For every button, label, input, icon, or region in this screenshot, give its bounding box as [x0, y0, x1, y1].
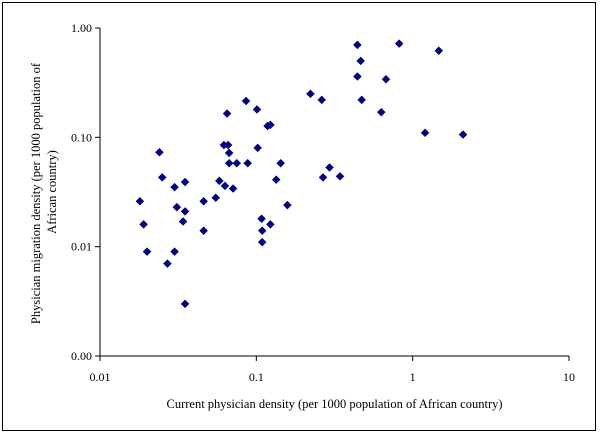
- data-point: [157, 173, 167, 182]
- data-point: [135, 196, 145, 206]
- data-point: [257, 237, 267, 247]
- data-point: [335, 171, 345, 181]
- data-point: [241, 96, 251, 106]
- data-point: [214, 176, 224, 186]
- data-point: [199, 226, 208, 236]
- data-point: [142, 247, 152, 257]
- data-point: [178, 217, 188, 226]
- data-point: [232, 158, 242, 168]
- x-tick-label: 0.1: [249, 370, 264, 384]
- data-point: [266, 219, 275, 229]
- data-point: [257, 226, 267, 236]
- x-tick-label: 1: [410, 370, 416, 384]
- data-point: [276, 158, 285, 168]
- data-point: [271, 175, 281, 185]
- data-point: [325, 163, 334, 172]
- data-point: [318, 173, 328, 182]
- y-axis-title-line-2: African country): [45, 150, 59, 234]
- data-point: [228, 184, 238, 193]
- data-point: [180, 299, 190, 309]
- data-point: [253, 143, 263, 153]
- y-ticks: 0.00 0.01 0.10 1.00: [71, 21, 100, 363]
- plot-area: 0.01 0.1 1 10 0.00 0.01 0.10 1.00: [71, 21, 575, 384]
- data-point: [257, 214, 266, 224]
- data-point: [394, 39, 404, 48]
- data-point: [306, 89, 315, 99]
- data-points: [135, 39, 468, 309]
- data-point: [199, 196, 208, 206]
- data-point: [434, 46, 444, 56]
- data-point: [211, 193, 221, 203]
- data-point: [356, 56, 366, 66]
- data-point: [243, 158, 253, 168]
- data-point: [170, 182, 179, 192]
- y-tick-label: 0.00: [71, 349, 92, 363]
- y-tick-label: 1.00: [71, 21, 92, 35]
- data-point: [172, 202, 182, 212]
- y-axis-title: Physician migration density (per 1000 po…: [29, 60, 59, 324]
- data-point: [224, 158, 234, 168]
- x-ticks: 0.01 0.1 1 10: [90, 356, 575, 384]
- data-point: [252, 105, 262, 114]
- data-point: [139, 219, 148, 229]
- data-point: [353, 72, 362, 81]
- data-point: [458, 130, 468, 139]
- data-point: [266, 120, 275, 130]
- data-point: [381, 74, 391, 84]
- data-point: [170, 247, 179, 257]
- data-point: [163, 259, 172, 268]
- data-point: [223, 140, 233, 150]
- data-point: [180, 207, 190, 216]
- data-point: [420, 128, 430, 138]
- data-point: [353, 40, 362, 50]
- data-point: [155, 147, 164, 157]
- y-axis-title-line-1: Physician migration density (per 1000 po…: [29, 62, 43, 324]
- x-axis-title: Current physician density (per 1000 popu…: [166, 397, 502, 411]
- data-point: [220, 181, 230, 191]
- x-tick-label: 0.01: [90, 370, 111, 384]
- data-point: [180, 177, 190, 187]
- data-point: [224, 148, 234, 158]
- data-point: [357, 95, 367, 105]
- y-tick-label: 0.10: [71, 130, 92, 144]
- y-tick-label: 0.01: [71, 240, 92, 254]
- chart-frame: [2, 2, 596, 431]
- data-point: [317, 95, 327, 105]
- x-tick-label: 10: [563, 370, 575, 384]
- data-point: [222, 109, 232, 118]
- data-point: [283, 200, 292, 210]
- data-point: [376, 107, 386, 117]
